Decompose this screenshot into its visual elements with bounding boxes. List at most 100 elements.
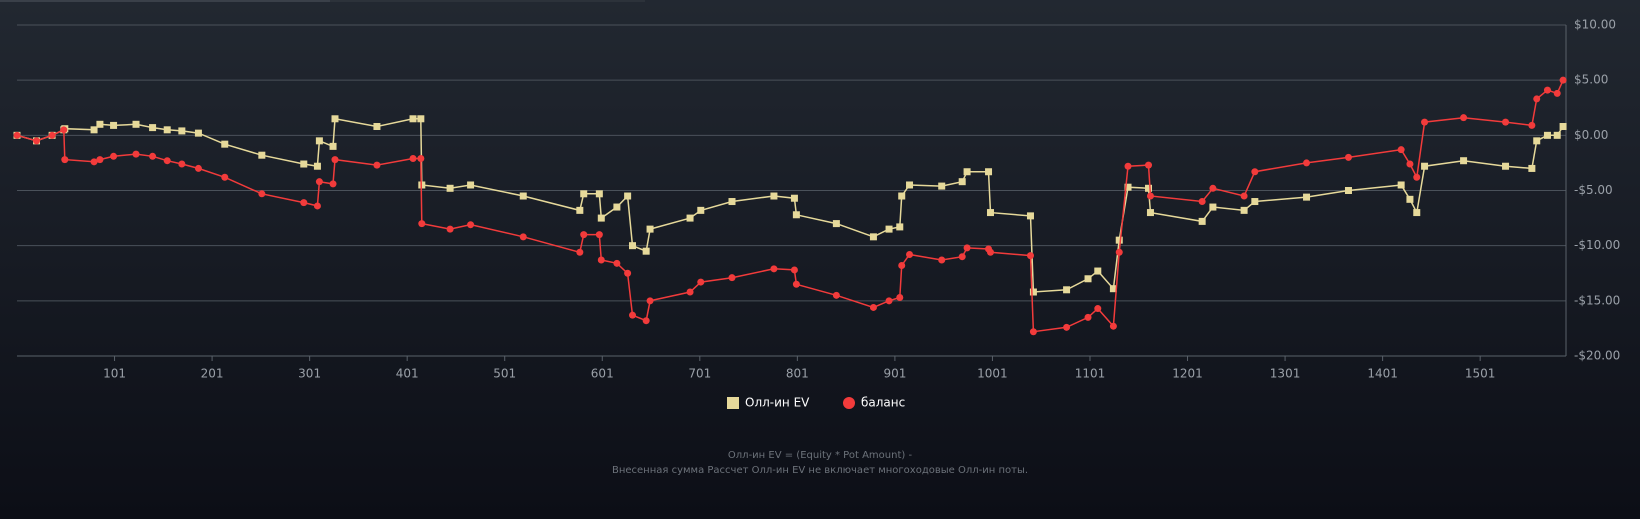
x-tick-label: 1201 bbox=[1172, 367, 1203, 381]
point bbox=[770, 192, 778, 200]
point bbox=[963, 244, 971, 252]
point bbox=[61, 156, 69, 164]
point bbox=[629, 242, 637, 250]
x-tick-label: 1001 bbox=[977, 367, 1008, 381]
point bbox=[1406, 195, 1414, 203]
point bbox=[132, 150, 140, 158]
x-tick-label: 101 bbox=[103, 367, 126, 381]
point bbox=[1528, 121, 1536, 129]
point bbox=[885, 297, 893, 305]
point bbox=[597, 214, 605, 222]
point bbox=[315, 137, 323, 145]
point bbox=[1029, 288, 1037, 296]
x-tick-label: 501 bbox=[493, 367, 516, 381]
y-tick-label: $10.00 bbox=[1574, 18, 1616, 32]
y-tick-label: -$5.00 bbox=[1574, 183, 1613, 197]
point bbox=[629, 311, 637, 319]
x-tick-label: 401 bbox=[396, 367, 419, 381]
x-tick-label: 701 bbox=[688, 367, 711, 381]
x-tick-label: 601 bbox=[591, 367, 614, 381]
y-tick-label: $5.00 bbox=[1574, 73, 1608, 87]
series-line bbox=[16, 79, 1564, 333]
point bbox=[595, 190, 603, 198]
point bbox=[597, 256, 605, 264]
point bbox=[642, 247, 650, 255]
point bbox=[1146, 192, 1154, 200]
x-tick-label: 1101 bbox=[1075, 367, 1106, 381]
legend-marker bbox=[727, 397, 739, 409]
point bbox=[1543, 131, 1551, 139]
point bbox=[896, 223, 904, 231]
point bbox=[896, 294, 904, 302]
point bbox=[33, 137, 41, 145]
point bbox=[885, 225, 893, 233]
point bbox=[1094, 305, 1102, 313]
point bbox=[1026, 212, 1034, 220]
point bbox=[221, 173, 229, 181]
point bbox=[96, 156, 104, 164]
point bbox=[1559, 76, 1567, 84]
x-tick-label: 301 bbox=[298, 367, 321, 381]
point bbox=[221, 140, 229, 148]
point bbox=[576, 206, 584, 214]
point bbox=[832, 220, 840, 228]
point bbox=[686, 214, 694, 222]
point bbox=[728, 198, 736, 206]
point bbox=[1124, 183, 1132, 191]
point bbox=[149, 152, 157, 160]
point bbox=[1528, 164, 1536, 172]
point bbox=[1145, 161, 1153, 169]
point bbox=[1303, 193, 1311, 201]
point bbox=[986, 248, 994, 256]
point bbox=[1502, 118, 1510, 126]
point bbox=[258, 151, 266, 159]
point bbox=[613, 203, 621, 211]
point bbox=[1124, 162, 1132, 170]
point bbox=[178, 127, 186, 135]
x-tick-label: 201 bbox=[201, 367, 224, 381]
point bbox=[938, 256, 946, 264]
point bbox=[958, 253, 966, 261]
point bbox=[258, 190, 266, 198]
point bbox=[329, 142, 337, 150]
point bbox=[576, 248, 584, 256]
point bbox=[163, 157, 171, 165]
point bbox=[1421, 118, 1429, 126]
point bbox=[580, 190, 588, 198]
point bbox=[1240, 206, 1248, 214]
point bbox=[417, 115, 425, 123]
point bbox=[1063, 286, 1071, 294]
point bbox=[446, 184, 454, 192]
point bbox=[417, 155, 425, 163]
point bbox=[1460, 114, 1468, 122]
point bbox=[1559, 123, 1567, 131]
point bbox=[728, 274, 736, 282]
point bbox=[1303, 159, 1311, 167]
point bbox=[300, 160, 308, 168]
point bbox=[1397, 146, 1405, 154]
point bbox=[790, 266, 798, 274]
point bbox=[373, 123, 381, 131]
point bbox=[1084, 313, 1092, 321]
point bbox=[1553, 89, 1561, 97]
point bbox=[194, 129, 202, 137]
legend-label: Олл-ин EV bbox=[745, 396, 810, 410]
point bbox=[646, 225, 654, 233]
point bbox=[1533, 95, 1541, 103]
point bbox=[697, 206, 705, 214]
point bbox=[1344, 187, 1352, 194]
point bbox=[110, 152, 118, 160]
point bbox=[963, 168, 971, 176]
point bbox=[1533, 137, 1541, 145]
point bbox=[1413, 209, 1421, 217]
point bbox=[373, 161, 381, 169]
point bbox=[1543, 86, 1551, 94]
point bbox=[1397, 181, 1405, 189]
point bbox=[1421, 162, 1429, 170]
point bbox=[792, 211, 800, 219]
point bbox=[1413, 173, 1421, 181]
series-line bbox=[16, 117, 1564, 293]
point bbox=[90, 158, 98, 166]
point bbox=[110, 121, 118, 129]
y-tick-label: -$10.00 bbox=[1574, 238, 1620, 252]
